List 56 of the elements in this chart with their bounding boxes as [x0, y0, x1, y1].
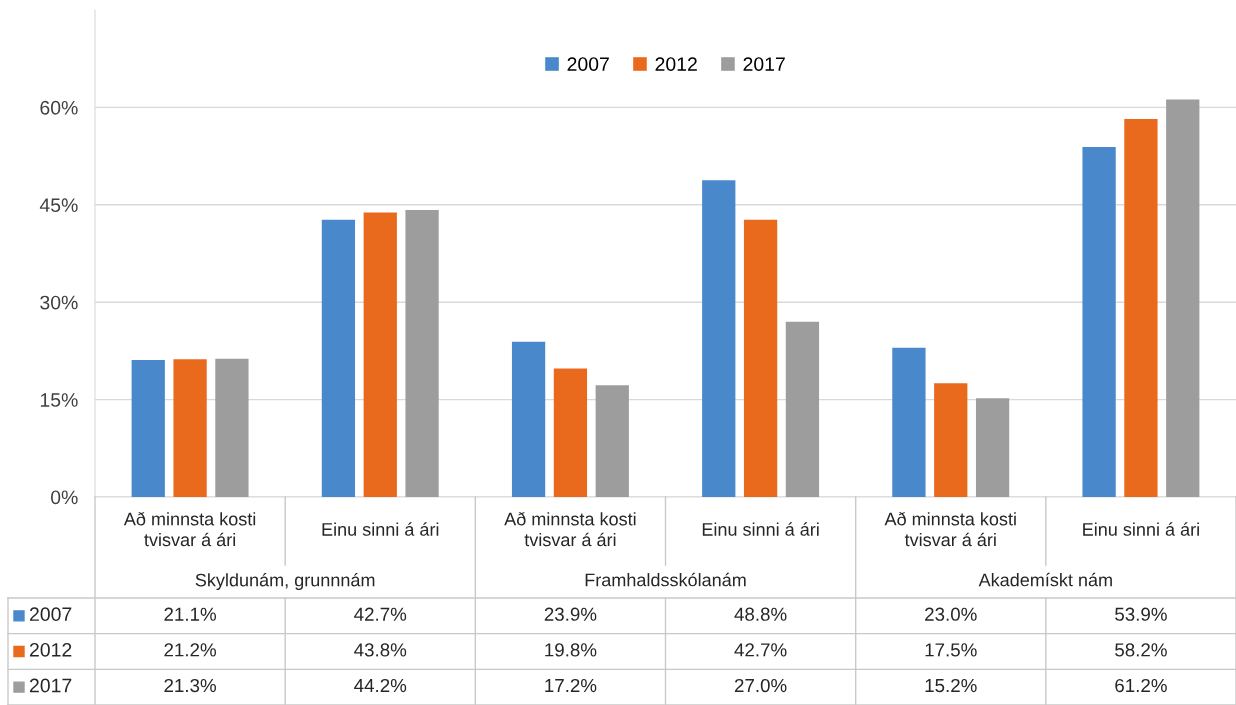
bar [215, 358, 249, 497]
y-tick-label: 30% [40, 295, 78, 310]
bar [131, 359, 165, 497]
y-tick-label: 45% [39, 198, 78, 213]
data-label: 15.2% [925, 678, 977, 693]
data-label: 23.9% [544, 607, 597, 621]
text: 2012 [29, 642, 72, 657]
bar [173, 359, 207, 497]
bar [405, 209, 439, 497]
legend-label: 2007 [567, 57, 609, 71]
y-tick-label: 15% [40, 393, 78, 407]
data-label: 21.2% [164, 643, 216, 657]
bar [363, 212, 397, 497]
data-label: 53.9% [1115, 607, 1167, 621]
data-label: 23.0% [925, 607, 977, 621]
x-tick-label: Einu sinni á ári [1083, 522, 1199, 536]
legend-label: 2012 [655, 57, 697, 71]
data-label: 27.0% [734, 678, 787, 693]
bar [595, 385, 629, 497]
x-tick-label: Að minnsta kosti tvisvar á ári [884, 511, 1016, 547]
bar [934, 383, 968, 497]
data-label: 42.7% [354, 607, 407, 621]
y-tick-label: 60% [40, 100, 78, 115]
data-label: 48.8% [734, 607, 787, 621]
bar [511, 341, 546, 497]
data-label: 42.7% [734, 643, 787, 657]
text: 2017 [29, 678, 72, 693]
bar [321, 219, 356, 497]
x-tick-label: Einu sinni á ári [322, 522, 439, 536]
text: Skyldunám, grunnnám [195, 572, 375, 591]
y-tick-label: 0% [50, 490, 78, 505]
data-label: 58.2% [1115, 643, 1167, 657]
bar [702, 180, 736, 497]
x-tick-label: Að minnsta kosti tvisvar á ári [123, 511, 256, 547]
bar [1166, 99, 1200, 497]
data-label: 17.5% [925, 643, 977, 657]
data-label: 44.2% [354, 678, 407, 693]
data-label: 21.3% [164, 678, 216, 693]
data-label: 61.2% [1115, 678, 1167, 693]
x-tick-label: Einu sinni á ári [702, 522, 819, 536]
bar [1124, 119, 1158, 497]
text: Framhaldsskólanám [585, 572, 746, 587]
bar [743, 219, 778, 497]
data-label: 21.1% [164, 607, 216, 621]
text: Akademískt nám [978, 572, 1112, 587]
legend-label: 2017 [743, 57, 785, 71]
bar [1082, 147, 1116, 497]
text: 2007 [29, 607, 72, 622]
bar [975, 398, 1010, 497]
data-label: 19.8% [545, 643, 597, 657]
data-label: 43.8% [354, 643, 407, 657]
bar [892, 347, 926, 497]
bar [785, 321, 820, 497]
data-label: 17.2% [545, 678, 597, 693]
x-tick-label: Að minnsta kosti tvisvar á ári [504, 511, 636, 547]
bar [553, 368, 588, 497]
